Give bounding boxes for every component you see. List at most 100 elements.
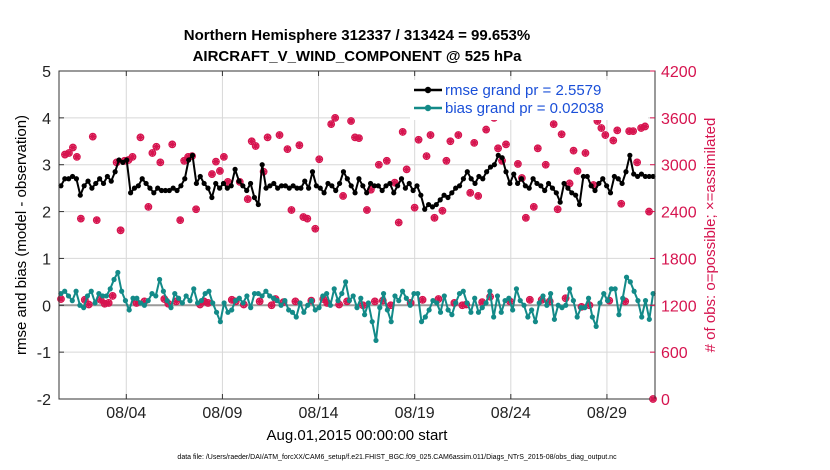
obs-assimilated-marker [347, 117, 355, 125]
obs-assimilated-marker [414, 136, 423, 144]
obs-point [454, 131, 463, 139]
rmse-point [186, 157, 192, 163]
obs-assimilated-marker [148, 149, 156, 157]
bias-point [563, 302, 569, 308]
bias-point [149, 290, 155, 297]
rmse-point [77, 192, 83, 198]
bias-point [168, 305, 174, 311]
bias-point [297, 300, 303, 306]
obs-assimilated-marker [426, 131, 435, 139]
rmse-point [425, 201, 432, 208]
obs-assimilated-marker [252, 142, 260, 150]
rmse-point [104, 173, 110, 180]
bias-point [225, 309, 231, 315]
obs-point [339, 192, 347, 200]
rmse-point [306, 185, 312, 191]
obs-assimilated-marker [522, 214, 530, 222]
obs-point [438, 206, 447, 215]
bias-point [191, 286, 197, 292]
obs-point [116, 226, 125, 235]
rmse-point [174, 187, 180, 194]
legend-box [410, 80, 648, 120]
y-tick-label: 2 [42, 205, 51, 222]
obs-assimilated-marker [224, 178, 232, 186]
obs-assimilated-marker [128, 153, 137, 161]
rmse-point [278, 183, 285, 189]
obs-assimilated-marker [295, 141, 303, 149]
obs-assimilated-marker [458, 301, 466, 309]
obs-point [418, 295, 427, 304]
obs-assimilated-marker [93, 216, 101, 224]
rmse-point [116, 157, 122, 163]
rmse-point [271, 180, 277, 187]
rmse-point [576, 201, 583, 208]
bias-point [210, 300, 216, 306]
bias-point [551, 316, 558, 322]
rmse-point [511, 171, 517, 177]
obs-point [144, 202, 153, 211]
obs-markers [57, 109, 657, 403]
rmse-point [201, 180, 207, 187]
obs-point [283, 145, 292, 153]
bias-point [445, 307, 451, 313]
obs-assimilated-marker [248, 137, 256, 145]
plot-frame [58, 70, 656, 400]
obs-point [136, 133, 145, 142]
rmse-point [275, 185, 281, 191]
obs-assimilated-marker [478, 298, 486, 306]
bias-point [134, 295, 140, 301]
obs-point [514, 160, 522, 168]
rmse-point [646, 173, 652, 180]
obs-point [529, 202, 538, 211]
obs-assimilated-marker [160, 295, 168, 303]
rmse-point [573, 192, 579, 198]
bias-point [251, 290, 258, 297]
rmse-point [205, 185, 211, 191]
obs-assimilated-marker [494, 144, 502, 152]
bias-point [384, 307, 390, 313]
rmse-point [422, 206, 428, 212]
bias-point [122, 298, 129, 304]
rmse-point [251, 194, 258, 201]
bias-point [544, 302, 550, 308]
rmse-point [81, 183, 87, 189]
bias-point [574, 314, 580, 320]
bias-point [604, 298, 611, 304]
obs-point [597, 124, 606, 132]
rmse-point [193, 180, 199, 187]
x-tick-label: 08/09 [202, 405, 242, 422]
obs-point [470, 138, 479, 147]
bias-point [229, 307, 235, 313]
obs-assimilated-marker [430, 214, 439, 222]
obs-point [69, 143, 77, 152]
footer-note: data file: /Users/raeder/DAI/ATM_forcXX/… [177, 454, 617, 461]
rmse-point [317, 185, 323, 191]
rmse-point [437, 197, 443, 203]
rmse-point [244, 187, 250, 194]
bias-point [160, 288, 166, 294]
obs-point [347, 117, 355, 125]
obs-assimilated-marker [105, 299, 113, 307]
obs-point [156, 158, 165, 167]
bias-point [582, 305, 588, 311]
bias-point [483, 300, 489, 306]
rmse-point [542, 187, 548, 194]
obs-point [629, 127, 638, 136]
rmse-point [329, 183, 335, 189]
rmse-point [367, 180, 374, 187]
bias-point [426, 307, 432, 313]
obs-point [327, 120, 336, 129]
rmse-point [139, 176, 145, 182]
obs-assimilated-marker [132, 299, 141, 307]
bias-point [187, 298, 193, 304]
obs-assimilated-marker [228, 296, 236, 304]
bias-point [388, 319, 394, 325]
rmse-point [108, 178, 114, 184]
obs-assimilated-marker [204, 299, 212, 307]
y-tick-label: -2 [37, 392, 51, 409]
bias-point [517, 298, 523, 304]
obs-assimilated-marker [287, 206, 296, 214]
rmse-point [395, 183, 401, 189]
bias-point [65, 293, 72, 299]
obs-point [398, 128, 407, 136]
